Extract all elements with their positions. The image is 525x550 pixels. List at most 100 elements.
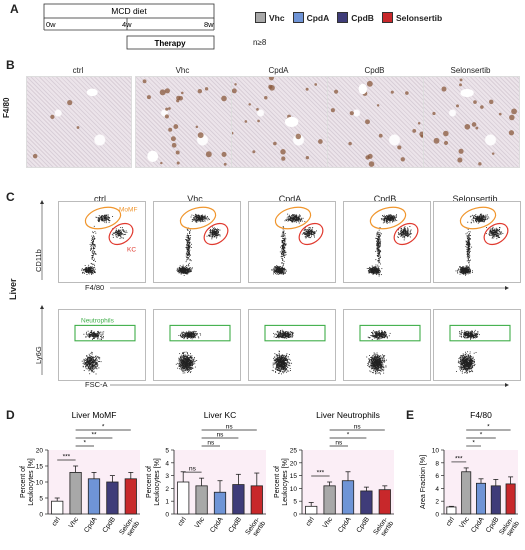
event-dot [486,227,487,228]
stained-cell [417,122,421,125]
event-dot [305,237,307,239]
event-dot [287,220,289,222]
event-dot [295,217,297,219]
event-dot [378,261,380,263]
event-dot [294,220,296,222]
event-dot [198,215,200,217]
event-dot [466,247,468,249]
event-dot [401,233,403,235]
event-dot [281,235,283,237]
event-dot [92,250,94,252]
kc-gate [483,222,509,246]
stained-cell [232,131,234,135]
event-dot [188,269,190,271]
event-dot [120,231,122,233]
event-dot [291,218,293,220]
event-dot [94,356,96,358]
event-dot [184,357,186,359]
event-dot [92,368,93,370]
event-dot [480,216,482,218]
event-dot [91,238,93,239]
event-dot [90,369,92,371]
event-dot [403,239,405,241]
event-dot [287,216,289,218]
event-dot [188,237,190,239]
event-dot [102,215,104,217]
event-dot [185,272,187,274]
event-dot [188,255,190,257]
event-dot [397,237,399,239]
event-dot [281,248,283,250]
event-dot [191,358,193,360]
event-dot [181,362,183,364]
event-dot [96,217,98,219]
event-dot [309,227,311,229]
event-dot [392,221,394,222]
event-dot [378,246,380,248]
event-dot [191,358,192,360]
event-dot [277,272,278,274]
event-dot [295,219,297,221]
event-dot [117,235,119,236]
event-dot [283,262,285,264]
event-dot [87,269,89,270]
event-dot [178,268,180,270]
event-dot [92,368,94,370]
event-dot [201,214,203,216]
event-dot [186,258,188,260]
event-dot [186,369,188,371]
event-dot [378,247,380,249]
event-dot [492,230,493,232]
event-dot [285,219,287,221]
event-dot [201,218,203,220]
event-dot [193,215,195,217]
event-dot [489,232,491,234]
event-dot [468,272,470,273]
event-dot [493,234,495,236]
legend-label: Vhc [269,12,285,23]
event-dot [468,234,470,236]
event-dot [86,331,87,333]
event-dot [282,227,284,229]
event-dot [281,272,283,274]
event-dot [478,217,480,219]
event-dot [86,268,88,270]
event-dot [467,273,469,275]
event-dot [379,235,381,237]
event-dot [494,228,496,230]
event-dot [281,240,283,242]
event-dot [467,245,469,246]
event-dot [465,271,467,273]
event-dot [193,332,194,334]
event-dot [276,268,278,270]
kc-gate [393,222,419,246]
vessel [358,83,367,95]
event-dot [177,271,179,273]
event-dot [94,260,96,262]
event-dot [214,233,216,235]
event-dot [92,273,94,275]
event-dot [409,231,411,233]
event-dot [281,233,283,235]
event-dot [476,220,478,222]
event-dot [86,365,88,367]
event-dot [92,335,94,337]
event-dot [91,362,93,364]
event-dot [189,238,191,240]
event-dot [484,218,486,220]
event-dot [386,218,388,220]
event-dot [462,268,464,270]
event-dot [405,232,407,234]
event-dot [280,271,282,273]
event-dot [119,232,121,234]
stained-cell [244,120,248,123]
event-dot [387,215,389,217]
event-dot [184,270,186,272]
event-dot [181,368,183,370]
event-dot [281,269,283,271]
legend: Vhc CpdA CpdB Selonsertib [255,12,442,23]
event-dot [87,363,89,365]
event-dot [403,228,405,230]
event-dot [292,217,294,219]
event-dot [95,335,97,337]
